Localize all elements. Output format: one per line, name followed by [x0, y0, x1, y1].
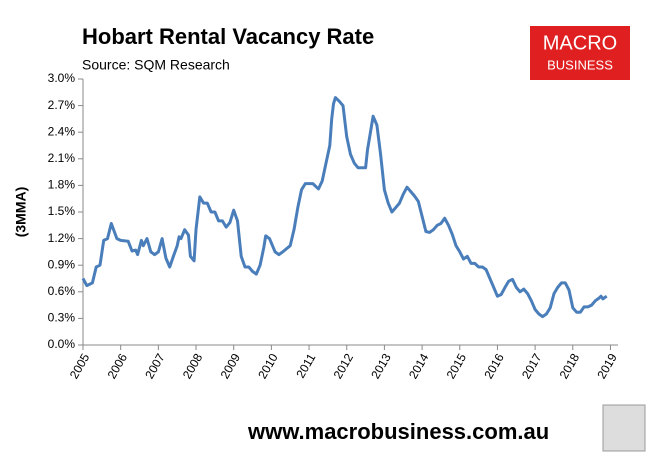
y-tick-label: 0.9% — [48, 257, 76, 271]
y-tick-label: 1.5% — [48, 204, 76, 218]
footer: www.macrobusiness.com.au — [247, 419, 549, 444]
y-tick-label: 0.0% — [48, 337, 76, 351]
x-tick-label: 2018 — [557, 351, 583, 381]
x-tick-label: 2012 — [331, 351, 357, 381]
x-tick-label: 2007 — [142, 351, 168, 381]
logo-text: MACRO — [543, 32, 617, 54]
y-axis-label: (3MMA) — [13, 187, 29, 238]
logo: MACRO BUSINESS — [530, 26, 630, 80]
wolf-icon — [602, 404, 646, 452]
x-tick-label: 2005 — [67, 351, 93, 381]
y-tick-label: 3.0% — [48, 71, 76, 85]
x-tick-label: 2011 — [293, 351, 318, 381]
x-tick-label: 2010 — [255, 351, 281, 381]
chart-title: Hobart Rental Vacancy Rate — [82, 24, 374, 49]
y-tick-label: 2.7% — [48, 98, 76, 112]
x-tick-label: 2014 — [406, 351, 432, 381]
y-tick-label: 1.8% — [48, 178, 76, 192]
x-tick-label: 2008 — [180, 351, 206, 381]
x-tick-label: 2006 — [105, 351, 131, 381]
x-tick-label: 2019 — [594, 351, 620, 381]
logo-text: BUSINESS — [547, 57, 613, 72]
y-tick-label: 0.6% — [48, 284, 76, 298]
logo-box — [530, 26, 630, 80]
x-tick-label: 2009 — [218, 351, 244, 381]
y-tick-label: 0.3% — [48, 311, 76, 325]
y-tick-label: 2.1% — [48, 151, 76, 165]
y-tick-label: 2.4% — [48, 124, 76, 138]
chart-subtitle: Source: SQM Research — [82, 57, 230, 73]
x-tick-label: 2017 — [519, 351, 545, 381]
y-tick-label: 1.2% — [48, 231, 76, 245]
x-tick-label: 2016 — [481, 351, 507, 381]
line-series — [81, 96, 608, 319]
x-tick-label: 2013 — [368, 351, 394, 381]
x-tick-label: 2015 — [444, 351, 470, 381]
